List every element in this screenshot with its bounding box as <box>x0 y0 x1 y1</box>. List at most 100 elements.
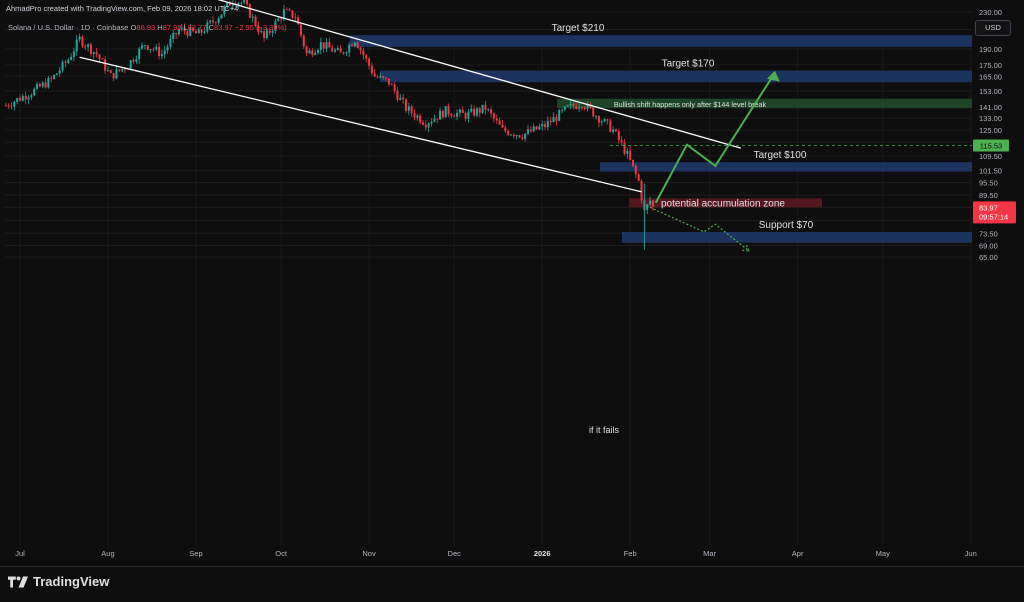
candle-body <box>362 50 365 56</box>
candle-body <box>521 137 524 139</box>
candle-body <box>393 84 396 91</box>
zone-label: Target $210 <box>552 23 605 34</box>
candle-body <box>444 106 447 118</box>
candle-body <box>328 42 331 48</box>
candle-body <box>646 204 649 211</box>
time-tick-label: Apr <box>792 549 804 558</box>
candle-body <box>118 69 121 71</box>
candle-body <box>53 74 56 79</box>
time-tick-label: Aug <box>101 549 114 558</box>
zone-label: Bullish shift happens only after $144 le… <box>614 100 767 109</box>
candle-body <box>78 36 81 40</box>
candle-body <box>311 50 314 55</box>
time-tick-label: Mar <box>703 549 716 558</box>
attribution-text: AhmadPro created with TradingView.com, F… <box>6 4 239 13</box>
tradingview-brand[interactable]: TradingView <box>8 574 109 589</box>
candle-body <box>334 49 337 52</box>
candle-body <box>98 54 101 59</box>
candle-body <box>109 70 112 74</box>
price-tick-label: 250.00 <box>979 0 1002 1</box>
price-tick-label: 125.00 <box>979 126 1002 135</box>
candle-body <box>376 76 379 78</box>
candle-body <box>461 109 464 114</box>
candle-body <box>416 115 419 118</box>
candle-body <box>640 180 643 201</box>
candle-body <box>10 106 13 108</box>
current-price-badge <box>973 201 1016 224</box>
candle-body <box>50 77 53 79</box>
currency-button[interactable]: USD <box>975 20 1011 36</box>
candle-body <box>373 73 376 77</box>
candle-body <box>524 133 527 139</box>
candle-body <box>495 118 498 121</box>
candle-body <box>487 109 490 111</box>
candle-body <box>183 27 186 32</box>
candle-body <box>27 97 30 100</box>
candle-body <box>532 126 535 132</box>
candle-body <box>606 119 609 121</box>
candle-body <box>243 0 246 3</box>
candle-body <box>484 104 487 110</box>
candle-body <box>302 35 305 47</box>
candle-body <box>541 123 544 127</box>
high-value: 87.92 <box>162 23 182 32</box>
level-badge-label: 115.53 <box>980 141 1002 150</box>
candle-body <box>271 30 274 33</box>
candle-body <box>248 4 251 18</box>
candle-body <box>194 31 197 34</box>
price-tick-label: 95.50 <box>979 178 998 187</box>
candle-body <box>450 114 453 116</box>
candle-body <box>305 46 308 54</box>
candle-body <box>595 116 598 118</box>
candle-body <box>7 105 10 107</box>
time-tick-label: Jul <box>15 549 25 558</box>
candle-body <box>220 14 223 19</box>
candle-body <box>175 32 178 35</box>
candle-body <box>353 42 356 46</box>
candle-body <box>478 108 481 113</box>
price-chart[interactable]: Target $210 Target $170 Bullish shift happ… <box>0 0 1024 566</box>
candle-body <box>189 27 192 36</box>
candle-body <box>143 45 146 47</box>
candle-body <box>527 129 530 134</box>
candle-body <box>569 103 572 106</box>
candle-body <box>609 120 612 132</box>
candle-body <box>240 2 243 4</box>
candle-body <box>197 29 200 34</box>
candle-body <box>246 0 249 5</box>
brand-name: TradingView <box>33 574 110 589</box>
candle-body <box>138 48 141 60</box>
candle-body <box>544 123 547 127</box>
candle-body <box>209 20 212 23</box>
candle-body <box>470 108 473 112</box>
candle-body <box>546 120 549 127</box>
candle-body <box>518 135 521 138</box>
candle-body <box>112 73 115 79</box>
zone-rect <box>557 98 972 109</box>
time-tick-label: Dec <box>448 549 462 558</box>
candle-body <box>453 115 456 117</box>
candle-body <box>583 107 586 109</box>
price-tick-label: 73.50 <box>979 229 998 238</box>
candle-body <box>149 49 152 50</box>
candle-body <box>623 142 626 154</box>
open-label: O <box>130 23 137 32</box>
candle-body <box>47 77 50 88</box>
candle-body <box>115 69 118 79</box>
candle-body <box>104 59 107 71</box>
candle-body <box>342 52 345 54</box>
candle-body <box>206 22 209 32</box>
candle-body <box>64 61 67 63</box>
price-axis-bg <box>972 0 1024 566</box>
candle-body <box>424 124 427 128</box>
candle-body <box>186 31 189 36</box>
candle-body <box>649 200 652 205</box>
channel-upper-line <box>217 0 742 149</box>
candle-body <box>282 9 285 20</box>
candle-body <box>331 47 334 52</box>
candle-body <box>41 82 44 87</box>
candle-body <box>288 9 291 11</box>
candle-body <box>274 21 277 31</box>
zone-label: Target $170 <box>662 58 715 69</box>
candle-body <box>456 112 459 117</box>
